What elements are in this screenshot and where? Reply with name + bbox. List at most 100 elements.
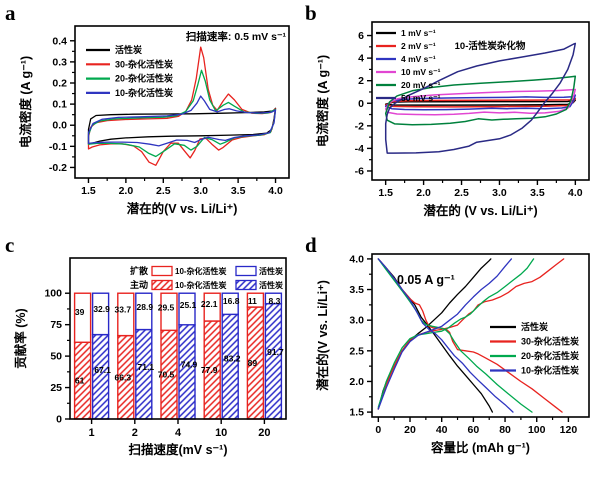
bar-value-diffusion: 33.7 [115, 304, 132, 314]
bar-active-活性炭-1 [91, 333, 110, 420]
legend-label: 活性炭 [115, 44, 142, 55]
bar-diffusion-活性炭-1 [91, 292, 110, 336]
legend-label: 10-杂化活性炭 [175, 280, 227, 290]
x-tick-label: 1.5 [378, 187, 393, 199]
annotation: 0.05 A g⁻¹ [397, 273, 455, 287]
y-tick-label: 0.2 [52, 78, 67, 90]
legend: 1 mV s⁻¹ 2 mV s⁻¹ 4 mV s⁻¹ 10 mV s⁻¹ 20 mV s… [376, 28, 441, 103]
legend-label: 10-杂化活性炭 [175, 266, 227, 276]
bar-diffusion-活性炭-10 [221, 292, 239, 316]
x-axis-title: 容量比 (mAh g⁻¹) [430, 440, 530, 455]
bar-active-活性炭-20 [264, 302, 283, 420]
panel-letter-d: d [305, 233, 317, 257]
x-axis-title: 潜在的(V vs. Li/Li⁺) [127, 201, 238, 216]
bar-value-diffusion: 29.5 [158, 302, 175, 312]
legend-label: 30-杂化活性炭 [521, 336, 579, 347]
x-tick-label: 2.5 [454, 187, 469, 199]
legend-label: 20 mV s⁻¹ [401, 80, 441, 90]
axes-box [74, 25, 290, 179]
bar-diffusion-活性炭-4 [178, 292, 196, 326]
y-tick-label: 0 [358, 98, 364, 110]
category-label: 2 [132, 427, 138, 439]
y-tick-label: 6 [358, 30, 364, 42]
bar-value-active: 74.9 [181, 359, 198, 369]
y-tick-label: 0.0 [52, 120, 67, 132]
series-10-杂化活性炭 [87, 95, 277, 147]
x-tick-label: 20 [404, 424, 416, 436]
bar-diffusion-10-杂化活性炭-4 [160, 292, 178, 332]
legend-row-label: 扩散 [130, 265, 149, 276]
axes-box [69, 257, 287, 420]
category-label: 1 [89, 427, 95, 439]
category-label: 10 [215, 427, 227, 439]
y-tick-label: 0 [56, 414, 62, 426]
panel-c: c 1 39 61 32.9 67.1 2 33.7 66.3 28.9 71.1 4 29.5 70.… [0, 232, 300, 481]
series-10-杂化活性炭-branch0 [377, 258, 514, 413]
x-tick-label: 120 [560, 424, 578, 436]
panel-d: d 活性炭 30-杂化活性炭 20-杂化活性炭 10-杂化活性炭 0.05 A g⁻¹ 0… [300, 232, 600, 481]
y-tick-label: 4.0 [349, 253, 364, 265]
series-4 mV s⁻¹ [384, 94, 577, 111]
x-tick-label: 2.0 [416, 187, 431, 199]
bar-diffusion-10-杂化活性炭-10 [203, 292, 221, 322]
chart-d-canvas: 活性炭 30-杂化活性炭 20-杂化活性炭 10-杂化活性炭 0.05 A g⁻¹ 0 20… [315, 253, 590, 455]
y-tick-label: 75 [50, 319, 62, 331]
category-label: 20 [258, 427, 270, 439]
x-tick-label: 2.0 [119, 185, 134, 197]
bar-value-diffusion: 32.9 [93, 304, 110, 314]
y-axis-title: 电流密度 (A g⁻¹) [18, 56, 33, 148]
x-tick-label: 3.5 [231, 185, 246, 197]
y-tick-label: 50 [50, 351, 62, 363]
y-tick-label: 0.4 [52, 35, 67, 47]
y-tick-label: -6 [355, 165, 364, 177]
legend-label: 活性炭 [521, 321, 548, 332]
y-tick-label: 25 [50, 382, 62, 394]
bar-value-active: 70.5 [158, 370, 175, 380]
axes-box [371, 21, 590, 181]
legend-label: 活性炭 [259, 266, 283, 276]
bar-value-active: 66.3 [115, 372, 132, 382]
bar-diffusion-10-杂化活性炭-2 [117, 292, 135, 337]
legend-label: 50 mV s⁻¹ [401, 93, 441, 103]
y-axis-title: 潜在的(V vs. Li/Li⁺) [315, 280, 330, 391]
chart-d-root: 活性炭 30-杂化活性炭 20-杂化活性炭 10-杂化活性炭 0.05 A g⁻¹ 0 20… [315, 253, 590, 455]
x-tick-label: 4.0 [268, 185, 283, 197]
panel-letter-b: b [305, 1, 317, 25]
legend-swatch [151, 279, 173, 291]
legend-label: 1 mV s⁻¹ [401, 28, 436, 38]
y-tick-label: 100 [44, 288, 62, 300]
x-axis-title: 扫描速度(mV s⁻¹) [129, 442, 228, 457]
series-20 mV s⁻¹ [384, 75, 577, 126]
y-tick-label: -4 [355, 143, 364, 155]
legend-swatch [235, 265, 257, 277]
legend-label: 10-杂化活性炭 [115, 87, 173, 98]
bar-value-active: 71.1 [138, 362, 155, 372]
x-tick-label: 3.0 [193, 185, 208, 197]
bar-value-active: 77.9 [201, 365, 218, 375]
series-50 mV s⁻¹ [384, 42, 577, 154]
bar-value-diffusion: 16.8 [223, 296, 240, 306]
x-tick-label: 4.0 [568, 187, 583, 199]
legend-label: 2 mV s⁻¹ [401, 41, 436, 51]
panel-letter-c: c [5, 233, 15, 257]
annotation: 扫描速率: 0.5 mV s⁻¹ [186, 30, 287, 43]
bar-active-活性炭-10 [221, 313, 239, 420]
y-tick-label: 2.0 [349, 376, 364, 388]
y-axis-title: 贡献率 (%) [13, 308, 28, 368]
y-tick-label: 1.5 [349, 407, 364, 419]
chart-b-root: 1 mV s⁻¹ 2 mV s⁻¹ 4 mV s⁻¹ 10 mV s⁻¹ 20 mV s… [315, 21, 590, 218]
legend-label: 活性炭 [259, 280, 283, 290]
x-tick-label: 3.0 [492, 187, 507, 199]
y-axis-title: 电流密度 (A g⁻¹) [315, 55, 330, 147]
y-tick-label: 0.3 [52, 56, 67, 68]
chart-b-canvas: 1 mV s⁻¹ 2 mV s⁻¹ 4 mV s⁻¹ 10 mV s⁻¹ 20 mV s… [315, 21, 590, 218]
series-10-杂化活性炭-branch1 [377, 258, 513, 410]
chart-a-root: 活性炭 30-杂化活性炭 20-杂化活性炭 10-杂化活性炭 扫描速率: 0.5 mV … [18, 25, 290, 216]
bar-diffusion-活性炭-20 [264, 292, 283, 305]
series-group [377, 258, 565, 413]
series-group [87, 46, 277, 166]
series-30-杂化活性炭-branch0 [377, 258, 563, 413]
bar-active-活性炭-2 [135, 328, 153, 420]
